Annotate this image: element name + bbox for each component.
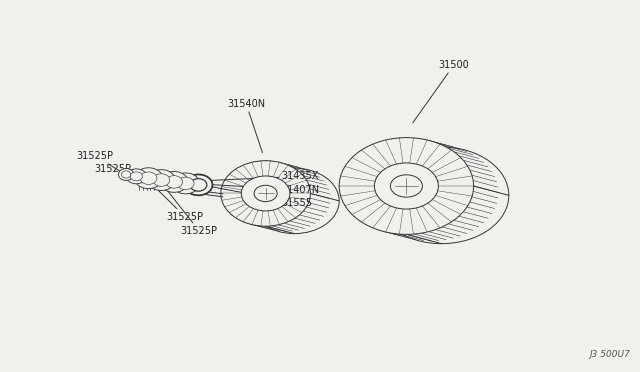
Ellipse shape (184, 174, 212, 195)
Ellipse shape (190, 179, 207, 191)
Ellipse shape (126, 169, 147, 184)
Ellipse shape (172, 173, 200, 194)
Text: 31555: 31555 (202, 185, 312, 208)
Text: 31540N: 31540N (227, 99, 266, 153)
Text: 31500: 31500 (413, 60, 469, 123)
Ellipse shape (122, 171, 131, 178)
Text: 31407N: 31407N (189, 183, 320, 195)
Ellipse shape (147, 170, 175, 190)
Text: J3 500U7: J3 500U7 (589, 350, 630, 359)
Text: 31525P: 31525P (77, 151, 126, 175)
Ellipse shape (140, 172, 157, 185)
Ellipse shape (153, 174, 170, 186)
Ellipse shape (339, 138, 474, 234)
Ellipse shape (166, 176, 182, 188)
Ellipse shape (254, 185, 277, 202)
Text: 31435X: 31435X (178, 171, 319, 182)
Ellipse shape (134, 168, 163, 189)
Ellipse shape (160, 171, 188, 192)
Ellipse shape (118, 169, 134, 180)
Ellipse shape (177, 177, 194, 190)
Ellipse shape (241, 176, 290, 211)
Ellipse shape (390, 175, 422, 197)
Ellipse shape (374, 163, 438, 209)
Text: 31525P: 31525P (95, 164, 136, 179)
Ellipse shape (221, 161, 310, 226)
Text: 31525P: 31525P (163, 185, 218, 235)
Ellipse shape (130, 172, 143, 181)
Text: 31525P: 31525P (150, 183, 204, 221)
